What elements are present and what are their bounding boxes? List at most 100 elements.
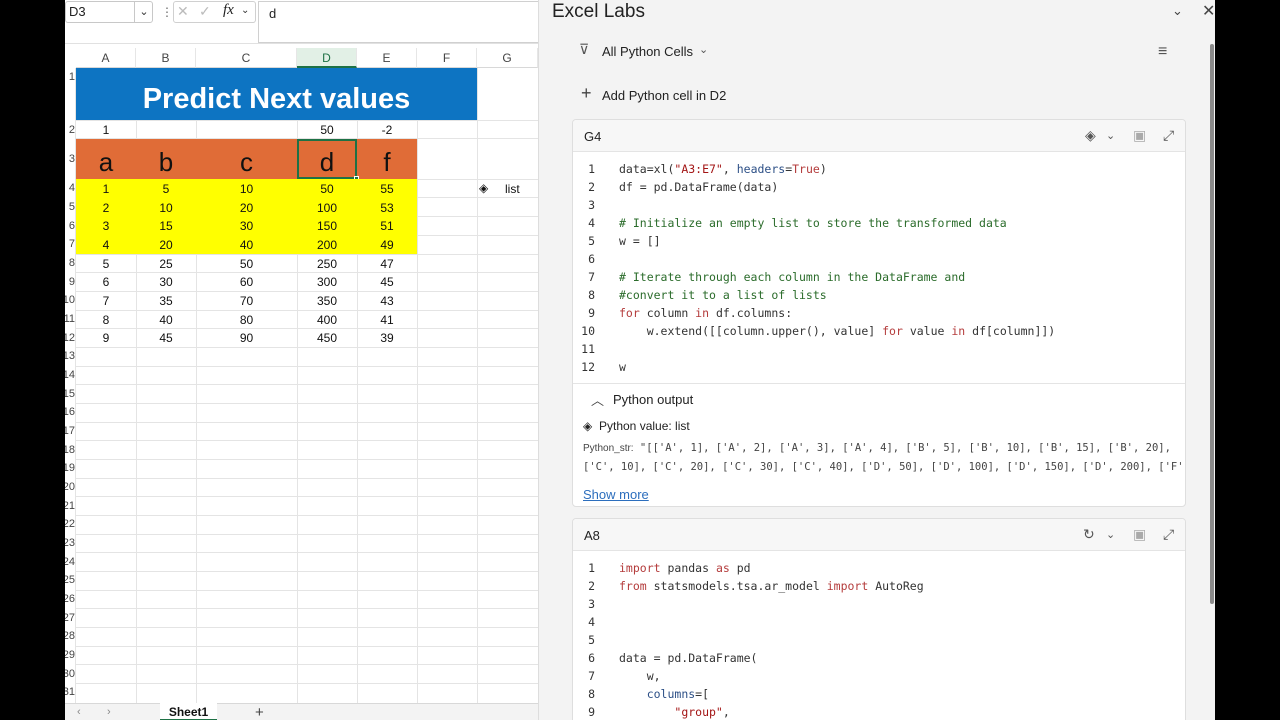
close-icon[interactable]: ✕ [1202, 3, 1215, 20]
cell-d2[interactable]: 50 [320, 123, 334, 137]
row-header[interactable]: 2 [68, 124, 75, 136]
save-icon[interactable]: ▣ [1133, 526, 1147, 542]
data-cell[interactable]: 90 [239, 331, 254, 345]
data-cell[interactable]: 30 [159, 275, 173, 289]
formula-input[interactable]: d [258, 1, 538, 43]
column-header-b[interactable]: B [136, 48, 196, 68]
insert-function-icon[interactable]: fx [223, 2, 234, 18]
data-cell[interactable]: 5 [162, 182, 170, 196]
data-cell[interactable]: 55 [380, 182, 394, 196]
data-cell[interactable]: 2 [102, 201, 110, 215]
data-cell[interactable]: 20 [159, 238, 173, 252]
cell-reference[interactable]: G4 [584, 129, 602, 144]
row-header[interactable]: 7 [68, 238, 75, 250]
name-box[interactable]: D3 [65, 1, 153, 23]
chevron-down-icon[interactable]: ⌄ [241, 5, 250, 16]
cell-g4[interactable]: ◈ list [479, 181, 538, 197]
data-cell[interactable]: 70 [239, 294, 254, 308]
data-cell[interactable]: 100 [316, 201, 338, 215]
data-cell[interactable]: 41 [380, 313, 394, 327]
row-header[interactable]: 4 [68, 182, 75, 194]
chevron-down-icon[interactable]: ⌄ [134, 1, 153, 23]
data-cell[interactable]: 1 [102, 182, 110, 196]
row-header[interactable]: 15 [65, 388, 75, 400]
excel-value-icon[interactable]: ↻ [1083, 526, 1095, 542]
column-header-g[interactable]: G [477, 48, 538, 68]
row-header[interactable]: 20 [65, 481, 75, 493]
row-header[interactable]: 18 [65, 444, 75, 456]
row-header[interactable]: 13 [65, 350, 75, 362]
expand-icon[interactable]: ⤢ [1163, 526, 1175, 542]
row-header[interactable]: 11 [65, 313, 75, 325]
data-cell[interactable]: 400 [316, 313, 338, 327]
python-output-toggle[interactable]: ︿ Python output [573, 383, 1185, 413]
row-header[interactable]: 14 [65, 369, 75, 381]
row-header[interactable]: 8 [68, 257, 75, 269]
data-cell[interactable]: 45 [380, 275, 394, 289]
chevron-left-icon[interactable]: ‹ [77, 706, 81, 718]
header-cell-a[interactable]: a [98, 147, 114, 177]
row-header[interactable]: 27 [65, 612, 75, 624]
data-cell[interactable]: 150 [316, 219, 338, 233]
data-cell[interactable]: 7 [102, 294, 110, 308]
header-cell-b[interactable]: b [158, 147, 174, 177]
data-cell[interactable]: 40 [239, 238, 254, 252]
row-header[interactable]: 23 [65, 537, 75, 549]
data-cell[interactable]: 4 [102, 238, 110, 252]
data-cell[interactable]: 8 [102, 313, 110, 327]
row-header[interactable]: 6 [68, 220, 75, 232]
expand-icon[interactable]: ⤢ [1163, 127, 1175, 143]
data-cell[interactable]: 40 [159, 313, 173, 327]
header-cell-c[interactable]: c [240, 147, 253, 177]
python-cell-card-a8[interactable]: A8 ↻ ⌄ ▣ ⤢ 1 2 3 4 5 6 7 8 9 import pand… [572, 518, 1186, 720]
data-cell[interactable]: 80 [239, 313, 254, 327]
row-header[interactable]: 21 [65, 500, 75, 512]
row-header[interactable]: 29 [65, 649, 75, 661]
row-header[interactable]: 12 [65, 332, 75, 344]
row-header[interactable]: 5 [68, 201, 75, 213]
data-cell[interactable]: 50 [239, 257, 254, 271]
data-cell[interactable]: 350 [316, 294, 338, 308]
data-cell[interactable]: 47 [380, 257, 394, 271]
data-cell[interactable]: 250 [316, 257, 338, 271]
show-more-link[interactable]: Show more [583, 487, 649, 502]
data-cell[interactable]: 25 [159, 257, 173, 271]
data-cell[interactable]: 45 [159, 331, 173, 345]
data-cell[interactable]: 51 [380, 219, 394, 233]
row-header[interactable]: 31 [65, 686, 75, 698]
tab-sheet1[interactable]: Sheet1 [160, 703, 217, 720]
data-cell[interactable]: 200 [316, 238, 338, 252]
row-header[interactable]: 16 [65, 406, 75, 418]
chevron-down-icon[interactable]: ⌄ [1172, 3, 1183, 18]
more-options-icon[interactable]: ⋮ [161, 5, 173, 19]
row-header[interactable]: 25 [65, 574, 75, 586]
column-header-e[interactable]: E [357, 48, 417, 68]
data-cell[interactable]: 15 [159, 219, 173, 233]
chevron-down-icon[interactable]: ⌄ [1106, 529, 1116, 541]
cell-reference[interactable]: A8 [584, 528, 600, 543]
cell-a2[interactable]: 1 [102, 123, 110, 137]
row-header[interactable]: 26 [65, 593, 75, 605]
data-cell[interactable]: 43 [380, 294, 394, 308]
header-cell-d[interactable]: d [319, 147, 335, 177]
row-header[interactable]: 9 [68, 276, 75, 288]
python-cell-card-g4[interactable]: G4 ◈ ⌄ ▣ ⤢ 1 2 3 4 5 6 7 8 9 10 11 12 da… [572, 119, 1186, 507]
data-cell[interactable]: 10 [239, 182, 254, 196]
data-cell[interactable]: 10 [159, 201, 173, 215]
data-cell[interactable]: 35 [159, 294, 173, 308]
row-header[interactable]: 22 [65, 518, 75, 530]
cell-e2[interactable]: -2 [381, 123, 393, 137]
row-header[interactable]: 1 [68, 71, 75, 83]
data-cell[interactable]: 3 [102, 219, 110, 233]
chevron-down-icon[interactable]: ⌄ [1106, 130, 1116, 142]
add-sheet-button[interactable]: + [255, 704, 264, 720]
header-cell-f[interactable]: f [383, 147, 391, 177]
menu-icon[interactable]: ≡ [1158, 43, 1168, 60]
python-object-icon[interactable]: ◈ [1085, 127, 1096, 143]
data-cell[interactable]: 9 [102, 331, 110, 345]
data-cell[interactable]: 39 [380, 331, 394, 345]
data-cell[interactable]: 50 [320, 182, 334, 196]
active-cell-selection[interactable] [297, 139, 357, 179]
checkmark-icon[interactable]: ✓ [199, 3, 211, 19]
data-cell[interactable]: 49 [380, 238, 394, 252]
